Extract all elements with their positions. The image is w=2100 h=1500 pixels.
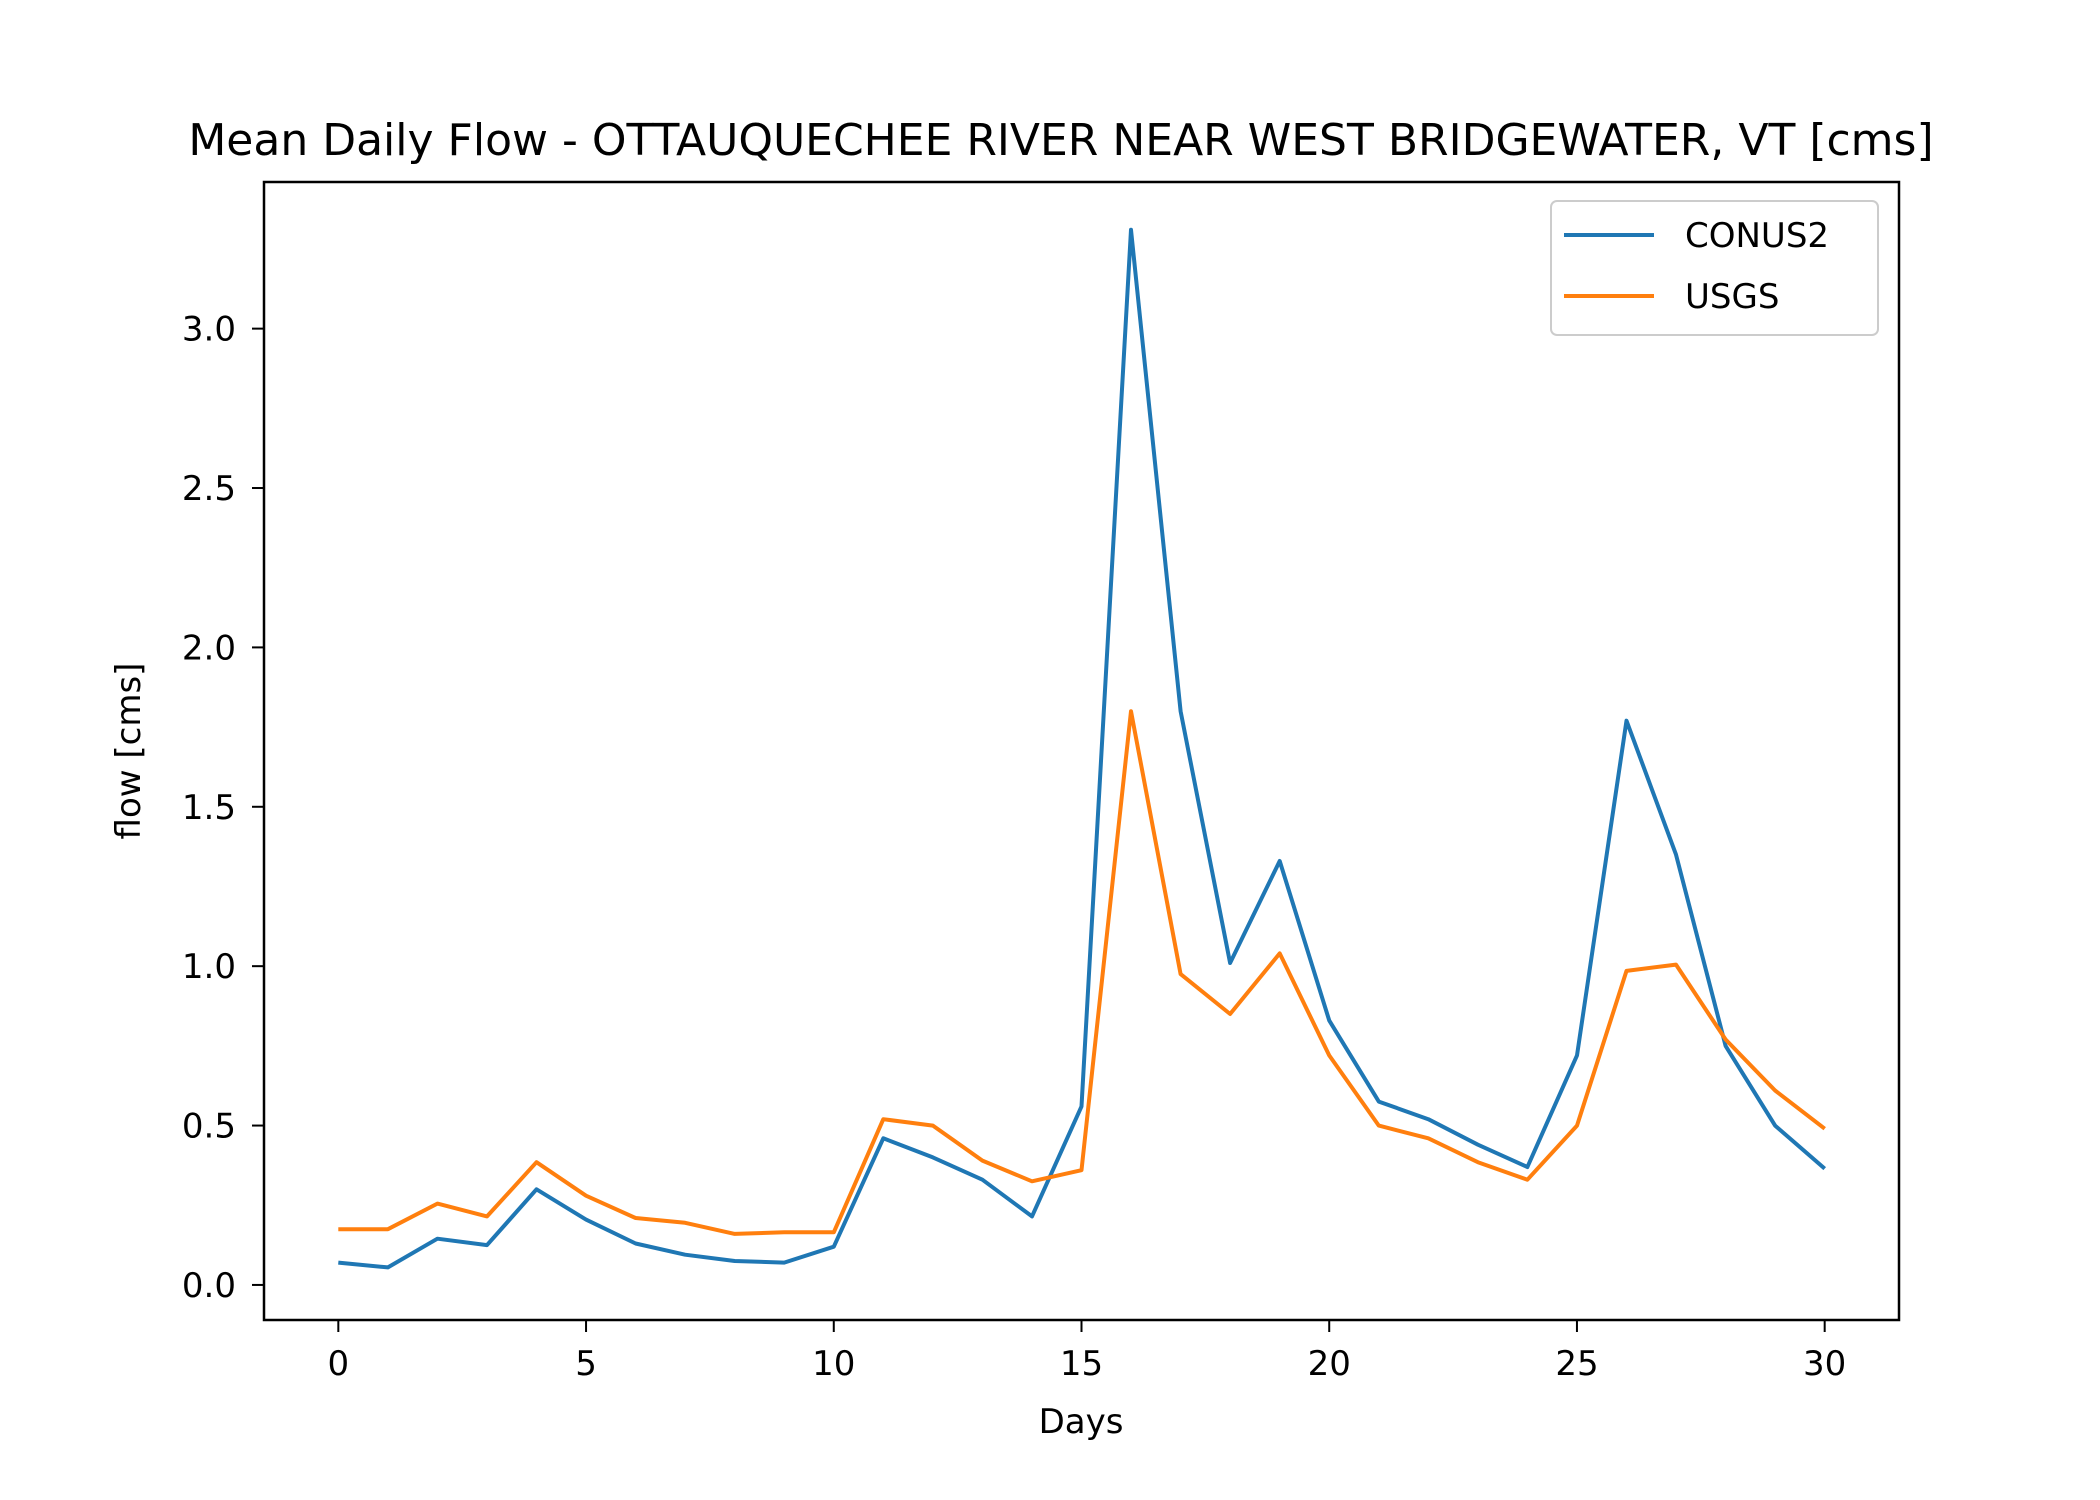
- x-tick-label: 5: [575, 1344, 597, 1384]
- y-tick-label: 0.5: [182, 1107, 236, 1147]
- x-tick-label: 30: [1803, 1344, 1846, 1384]
- x-axis-label: Days: [1039, 1402, 1124, 1442]
- y-tick-label: 2.0: [182, 628, 236, 668]
- x-tick-label: 0: [327, 1344, 349, 1384]
- y-axis-ticks: 0.0 0.5 1.0 1.5 2.0 2.5 3.0: [182, 310, 264, 1306]
- x-tick-label: 25: [1555, 1344, 1598, 1384]
- x-tick-label: 20: [1308, 1344, 1351, 1384]
- legend-label-usgs: USGS: [1685, 277, 1779, 317]
- series-line-conus2: [338, 227, 1827, 1270]
- y-axis-label: flow [cms]: [109, 663, 149, 840]
- plot-area-frame: [262, 180, 1901, 1322]
- chart-title: Mean Daily Flow - OTTAUQUECHEE RIVER NEA…: [188, 115, 1933, 166]
- x-tick-label: 15: [1060, 1344, 1103, 1384]
- plot-lines: [338, 227, 1827, 1270]
- y-tick-label: 1.0: [182, 947, 236, 987]
- x-axis-ticks: 0 5 10 15 20 25 30: [327, 1320, 1846, 1384]
- y-tick-label: 2.5: [182, 469, 236, 509]
- x-tick-label: 10: [812, 1344, 855, 1384]
- y-tick-label: 3.0: [182, 310, 236, 350]
- series-line-usgs: [338, 709, 1826, 1236]
- y-tick-label: 0.0: [182, 1266, 236, 1306]
- legend-label-conus2: CONUS2: [1685, 216, 1829, 256]
- y-tick-label: 1.5: [182, 788, 236, 828]
- legend: CONUS2 USGS: [1550, 200, 1879, 336]
